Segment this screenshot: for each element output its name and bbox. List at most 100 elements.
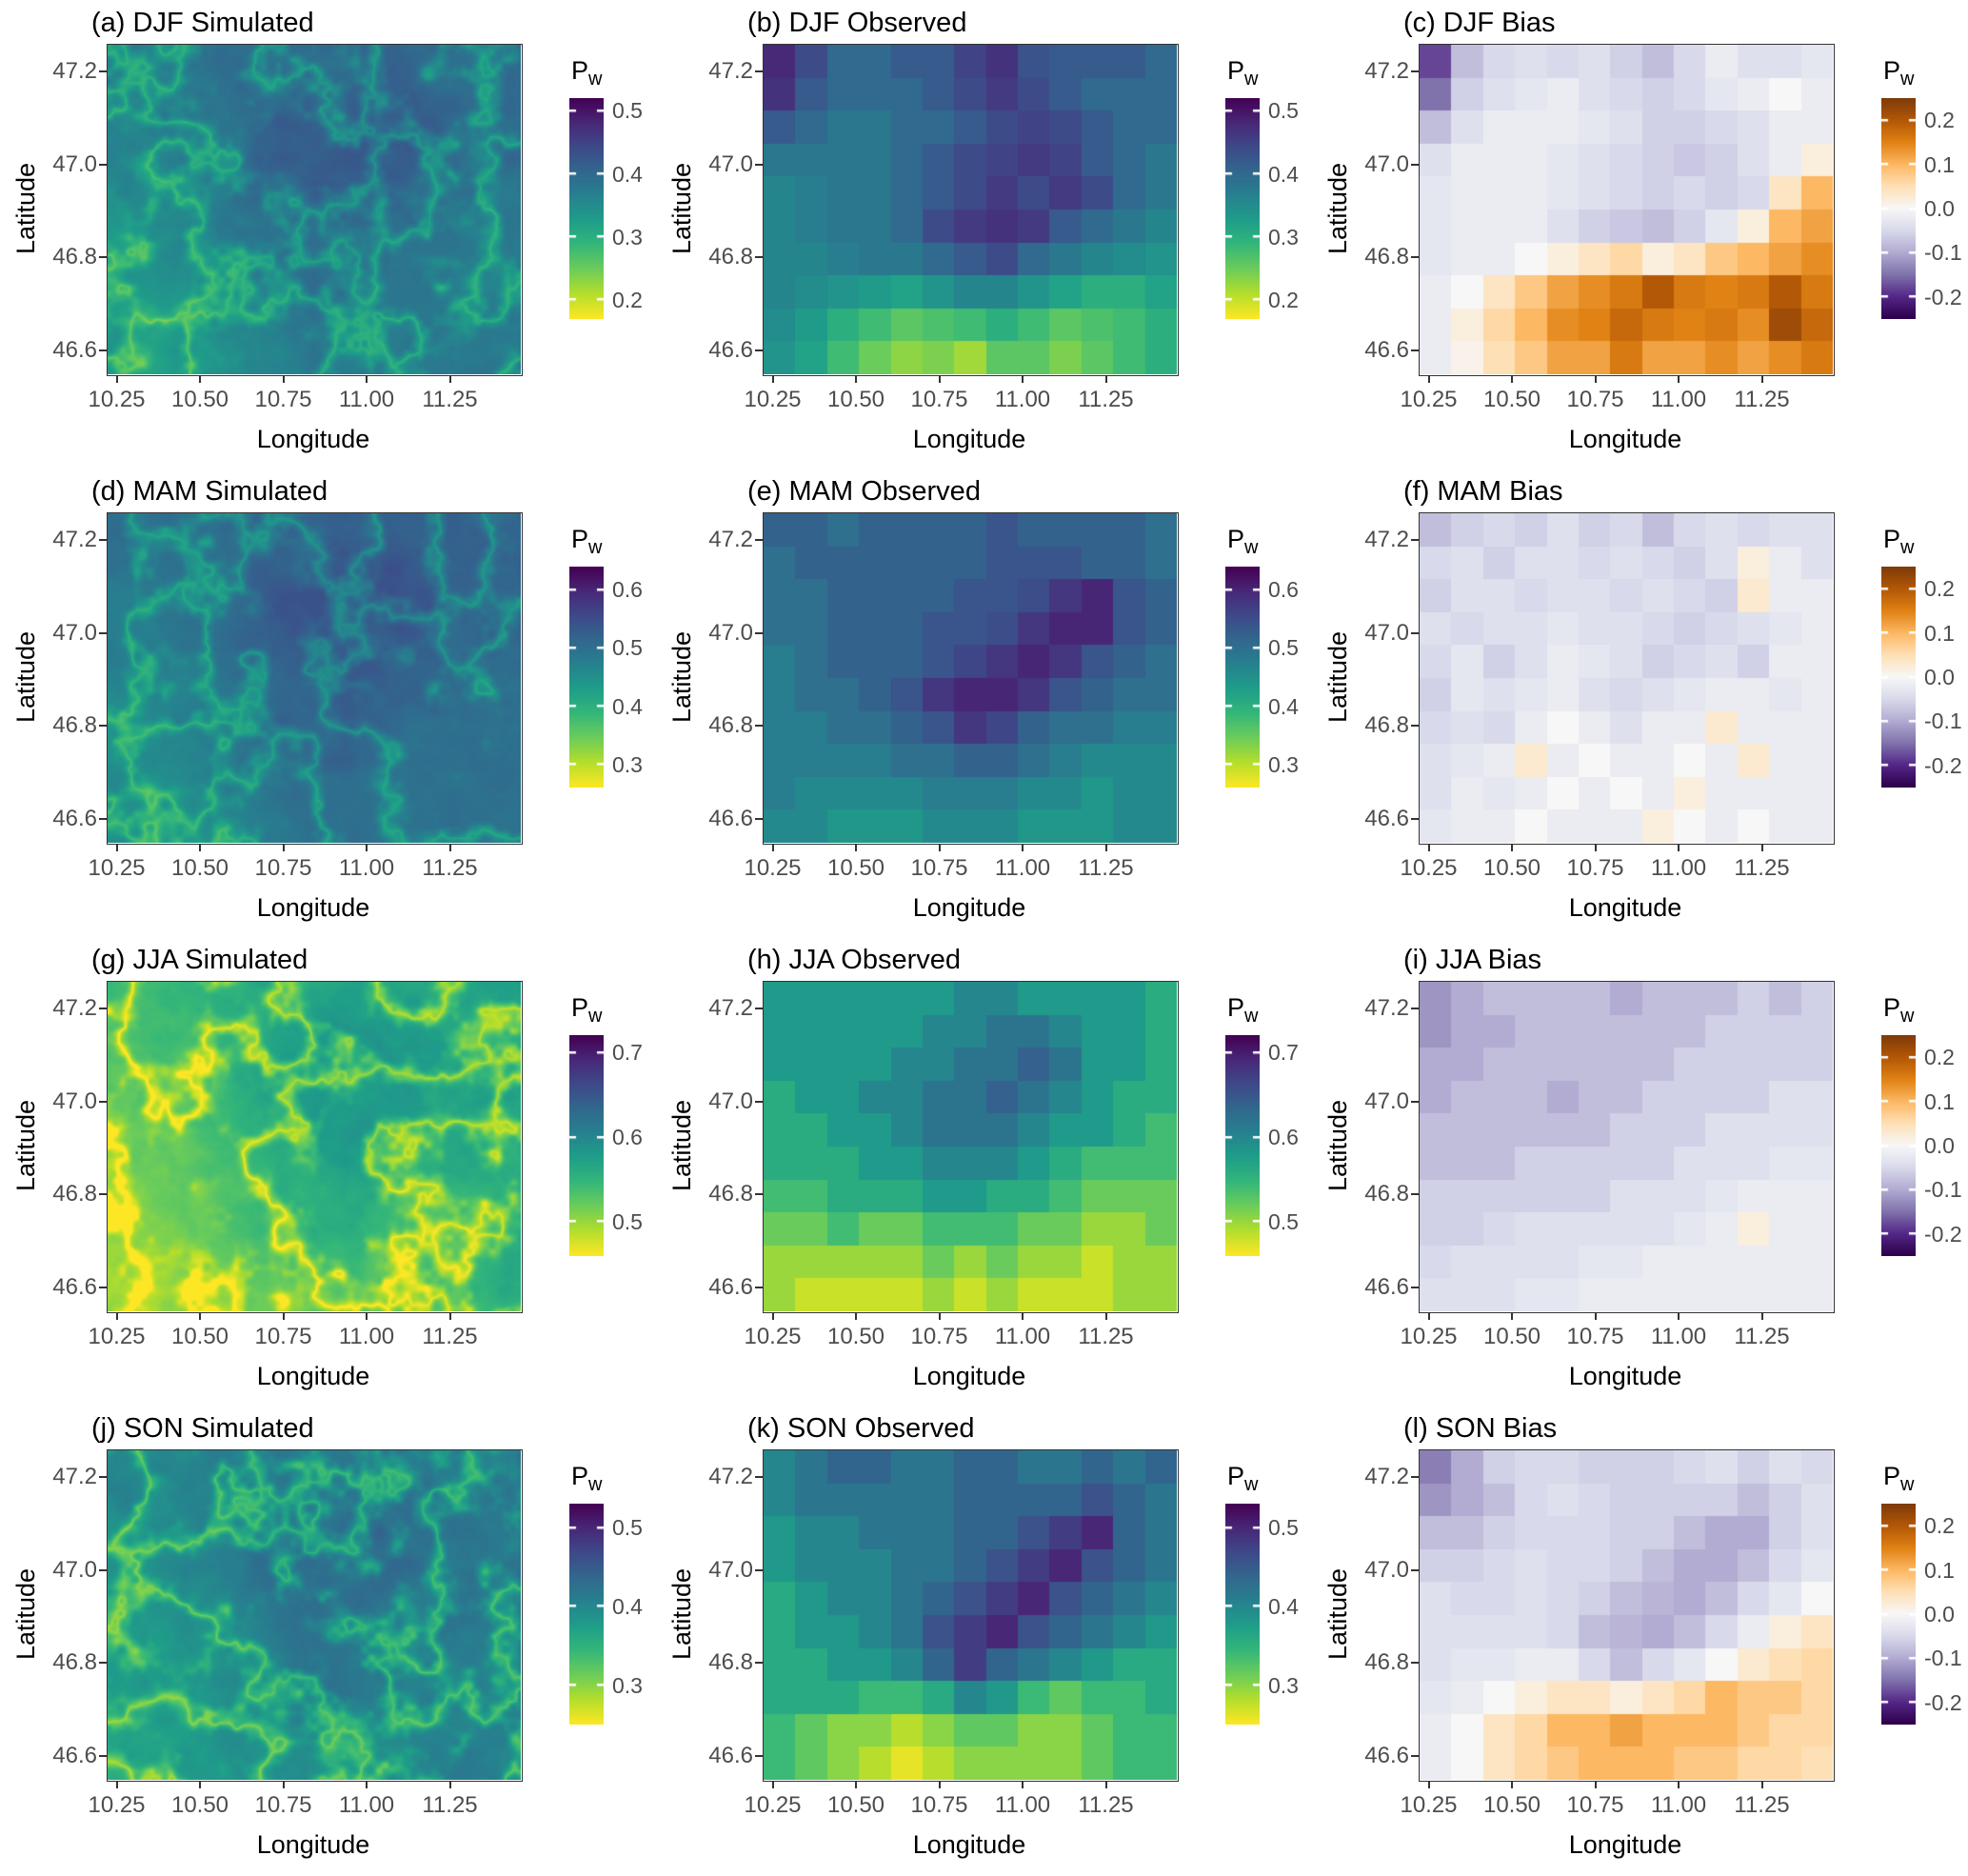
colorbar-tick-label: -0.2 [1924,1221,1962,1247]
colorbar-canvas [569,1035,604,1256]
y-tick-mark [755,817,763,820]
legend-title-subscript: w [588,69,603,90]
panel-title: (a) DJF Simulated [91,8,314,38]
colorbar-tick-label: 0.6 [1268,577,1299,603]
x-tick-label: 11.25 [1734,1324,1790,1349]
x-tick-label: 11.00 [994,1324,1051,1349]
y-tick-label: 47.2 [1364,58,1409,85]
y-tick-label: 46.8 [1364,1649,1409,1676]
panel-e: (e) MAM Observed Latitude Longitude Pw 1… [656,469,1312,937]
colorbar-canvas [1225,567,1260,788]
y-tick-label: 46.8 [52,244,97,270]
heatmap-canvas [764,982,1177,1311]
y-tick-mark [755,1008,763,1010]
y-tick-label: 46.8 [708,1181,753,1207]
x-tick-mark [1427,1781,1430,1788]
panel-k: (k) SON Observed Latitude Longitude Pw 1… [656,1406,1312,1874]
x-tick-label: 10.25 [744,1324,802,1349]
x-tick-mark [1104,1781,1107,1788]
y-tick-mark [99,539,107,542]
legend-title-text: P [1883,56,1901,85]
y-tick-label: 47.0 [52,1088,97,1114]
y-tick-label: 46.6 [52,805,97,831]
colorbar-tick-label: 0.2 [1268,288,1299,313]
x-axis-label: Longitude [1568,893,1682,922]
legend-title-subscript: w [1900,1474,1915,1495]
x-tick-label: 10.75 [1566,1792,1624,1818]
x-tick-mark [1104,1312,1107,1320]
x-tick-mark [1104,844,1107,851]
colorbar-title: Pw [571,56,602,90]
y-tick-mark [755,1476,763,1479]
y-tick-mark [99,1008,107,1010]
x-tick-mark [1760,1312,1763,1320]
x-tick-mark [855,375,857,383]
x-tick-mark [1511,375,1513,383]
x-tick-label: 10.50 [1482,855,1541,881]
panel-title: (c) DJF Bias [1403,8,1556,38]
x-tick-label: 10.25 [88,387,146,412]
panel-title: (k) SON Observed [747,1413,975,1444]
plot-area [107,44,523,376]
colorbar-canvas [569,1504,604,1725]
colorbar-tick-label: 0.2 [1924,576,1955,602]
y-tick-mark [1411,631,1419,634]
y-axis-label: Latitude [11,1099,40,1192]
x-tick-mark [448,375,451,383]
colorbar-tick-label: 0.3 [612,1672,643,1698]
legend-title-text: P [1227,56,1245,85]
x-tick-label: 11.00 [1650,1792,1707,1818]
x-tick-mark [282,375,285,383]
legend-title-subscript: w [1244,537,1259,558]
y-tick-label: 47.0 [52,619,97,646]
y-tick-label: 46.6 [52,1273,97,1300]
x-tick-label: 10.75 [254,1324,312,1349]
legend-title-text: P [571,1462,589,1490]
x-tick-mark [115,375,118,383]
colorbar-canvas [1881,567,1916,788]
x-tick-label: 10.75 [254,855,312,881]
x-axis-label: Longitude [912,425,1026,453]
colorbar-tick-label: 0.3 [1268,1672,1299,1698]
colorbar-canvas [1881,1035,1916,1256]
x-tick-mark [282,1312,285,1320]
colorbar-tick-label: 0.3 [1268,751,1299,777]
y-tick-mark [755,1662,763,1665]
x-tick-mark [1022,375,1024,383]
heatmap-canvas [108,982,521,1311]
legend-title-subscript: w [1244,1474,1259,1495]
panel-c: (c) DJF Bias Latitude Longitude Pw 10.25… [1312,0,1968,469]
panel-title: (f) MAM Bias [1403,476,1563,507]
colorbar-tick-label: 0.4 [612,693,643,719]
colorbar-title: Pw [1227,993,1258,1028]
y-tick-label: 47.0 [708,1088,753,1114]
colorbar-title: Pw [1227,525,1258,559]
y-tick-mark [755,1100,763,1103]
x-tick-label: 10.50 [826,387,885,412]
colorbar-tick-label: 0.5 [612,98,643,124]
y-tick-mark [99,725,107,728]
plot-area [1419,1449,1835,1782]
y-tick-label: 47.0 [708,150,753,177]
legend-title-subscript: w [1244,69,1259,90]
y-tick-label: 47.2 [52,995,97,1022]
x-tick-label: 10.50 [826,855,885,881]
y-tick-mark [1411,539,1419,542]
y-tick-mark [755,1193,763,1196]
x-tick-mark [199,1781,201,1788]
x-tick-mark [448,844,451,851]
colorbar-tick-label: 0.3 [612,751,643,777]
y-tick-mark [1411,1100,1419,1103]
y-tick-label: 47.0 [1364,1556,1409,1583]
y-tick-label: 46.6 [1364,336,1409,363]
y-tick-mark [99,1568,107,1571]
y-tick-mark [755,1286,763,1288]
y-axis-label: Latitude [667,1567,696,1661]
colorbar-title: Pw [571,1462,602,1496]
x-tick-mark [771,1312,774,1320]
plot-area [763,44,1179,376]
x-tick-mark [771,375,774,383]
y-tick-mark [755,256,763,259]
x-tick-mark [1760,375,1763,383]
y-tick-label: 46.8 [708,1649,753,1676]
